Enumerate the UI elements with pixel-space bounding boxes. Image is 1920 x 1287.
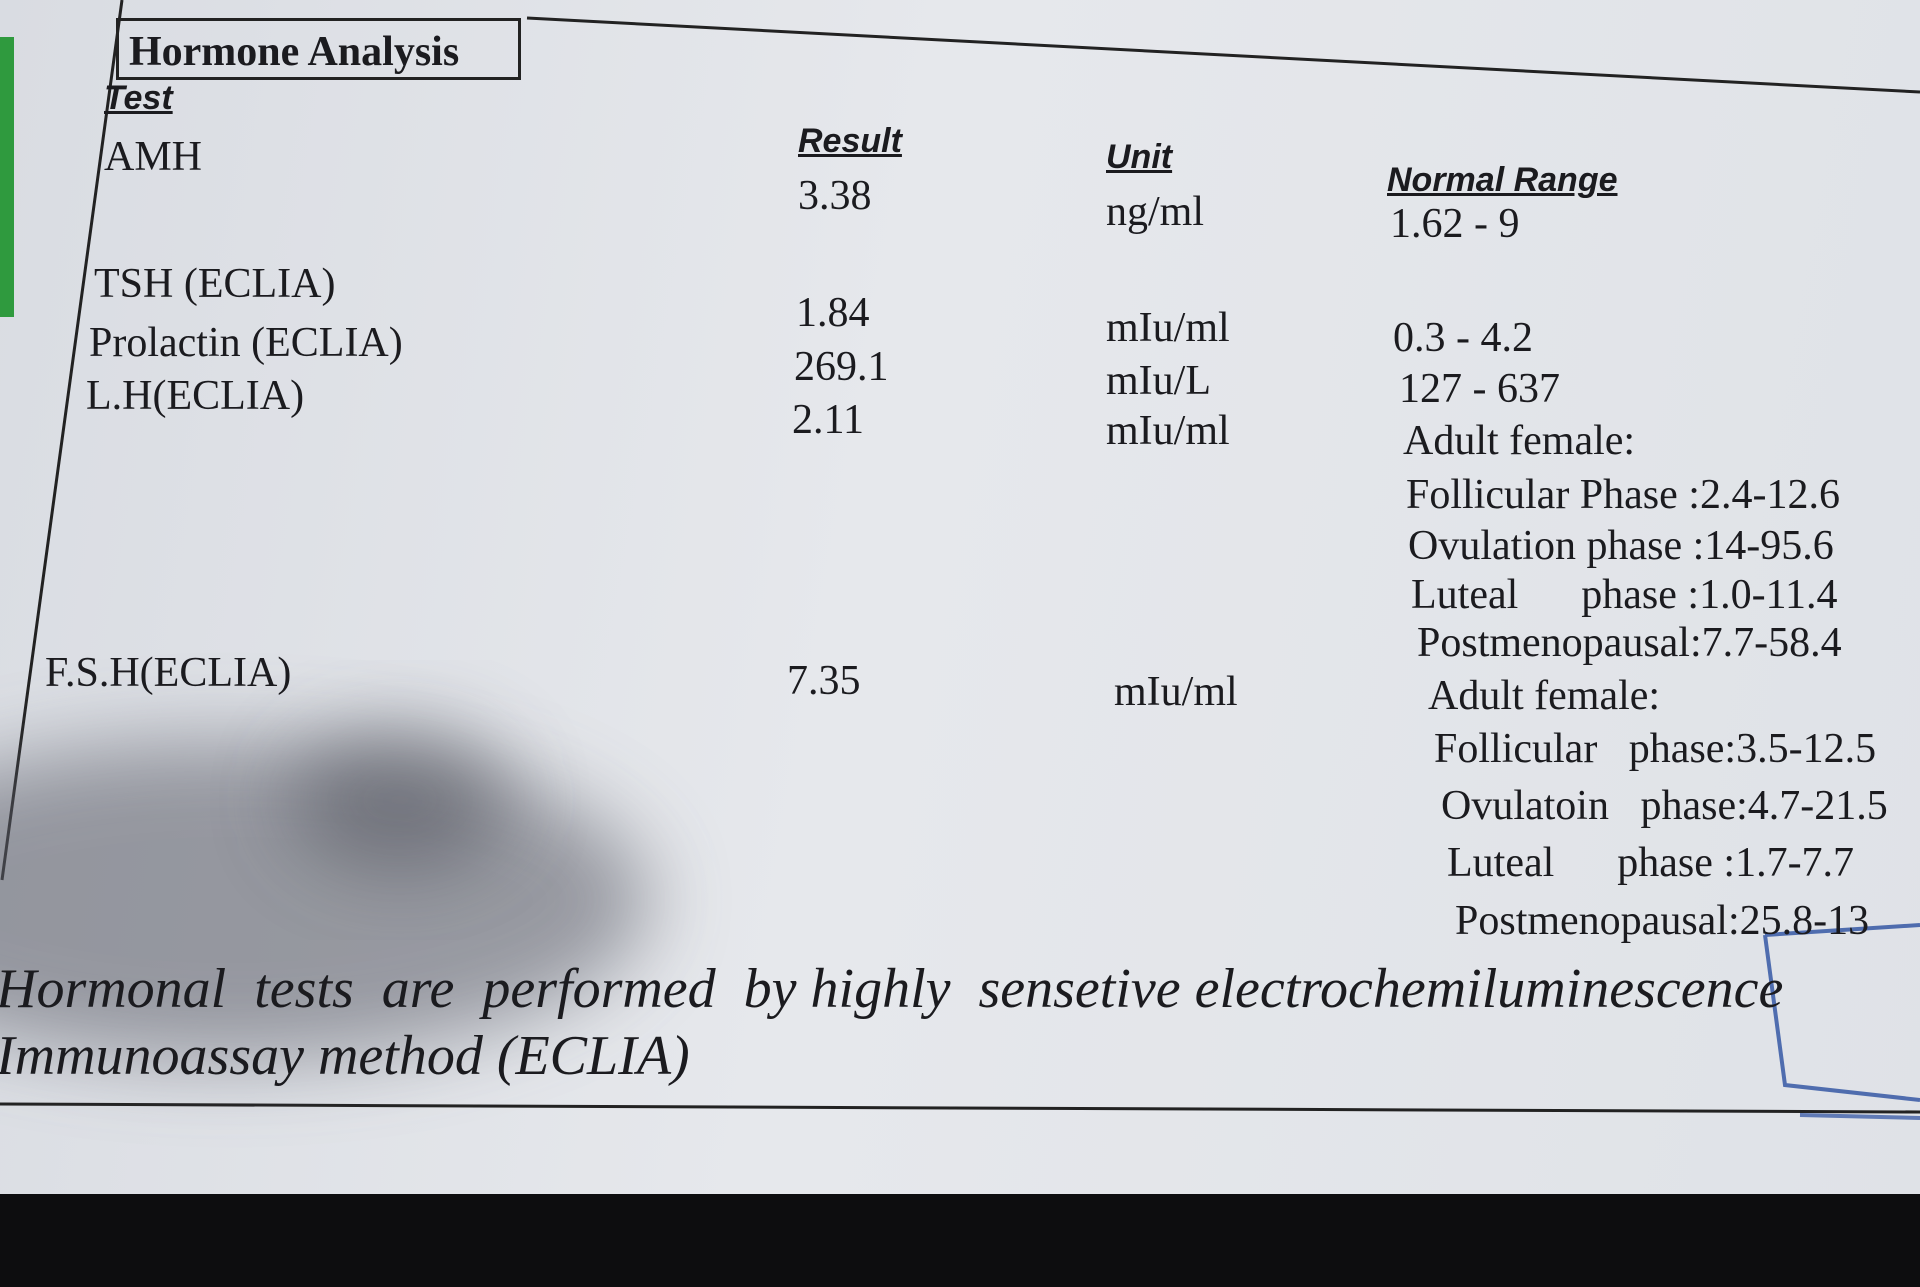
column-header: Unit (1106, 138, 1173, 176)
result: 2.11 (792, 397, 864, 443)
normal-range: Ovulation phase :14-95.6 (1408, 523, 1834, 569)
unit: mIu/ml (1114, 669, 1238, 715)
shadow (290, 730, 510, 870)
test-name: AMH (104, 134, 203, 180)
unit: mIu/L (1106, 358, 1211, 404)
border-left (0, 0, 124, 881)
normal-range: Postmenopausal:25.8-13 (1455, 898, 1870, 944)
test-name: F.S.H(ECLIA) (45, 650, 292, 696)
stamp (1763, 923, 1920, 1102)
column-header: Normal Range (1387, 161, 1618, 199)
normal-range: Postmenopausal:7.7-58.4 (1417, 620, 1842, 666)
border-top (526, 16, 1920, 94)
normal-range: Follicular phase:3.5-12.5 (1434, 726, 1877, 772)
normal-range: Luteal phase :1.0-11.4 (1411, 572, 1838, 618)
test-name: L.H(ECLIA) (86, 373, 305, 419)
footer-line: Immunoassay method (ECLIA) (0, 1025, 690, 1087)
column-header: Result (798, 122, 902, 160)
normal-range: 127 - 637 (1399, 366, 1560, 412)
unit: ng/ml (1106, 189, 1205, 235)
footer-line: Hormonal tests are performed by highly s… (0, 958, 1784, 1020)
result: 3.38 (798, 173, 872, 219)
normal-range: Luteal phase :1.7-7.7 (1447, 840, 1855, 886)
normal-range: Adult female: (1428, 673, 1661, 719)
test-name: Prolactin (ECLIA) (89, 320, 403, 366)
unit: mIu/ml (1106, 408, 1230, 454)
title: Hormone Analysis (116, 18, 521, 80)
normal-range: Follicular Phase :2.4-12.6 (1406, 472, 1840, 518)
stamp (1799, 1113, 1920, 1120)
result: 7.35 (787, 658, 861, 704)
rule (0, 1102, 1920, 1114)
result: 269.1 (794, 344, 889, 390)
background (0, 1194, 1920, 1287)
result: 1.84 (796, 290, 870, 336)
normal-range: 1.62 - 9 (1390, 201, 1520, 247)
unit: mIu/ml (1106, 305, 1230, 351)
column-header: Test (104, 79, 173, 117)
normal-range: 0.3 - 4.2 (1393, 315, 1533, 361)
normal-range: Ovulatoin phase:4.7-21.5 (1441, 783, 1888, 829)
test-name: TSH (ECLIA) (94, 261, 336, 307)
green-strip (0, 37, 14, 317)
normal-range: Adult female: (1403, 418, 1636, 464)
